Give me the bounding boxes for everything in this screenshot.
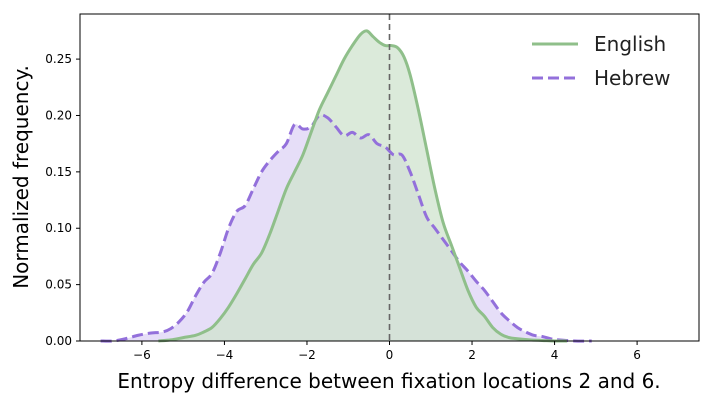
y-tick-label: 0.20	[45, 108, 72, 122]
x-tick-label: 2	[468, 348, 476, 362]
series-english-line	[158, 29, 567, 343]
x-tick-label: −6	[133, 348, 151, 362]
legend-label-hebrew: Hebrew	[594, 66, 670, 90]
y-tick-label: 0.05	[45, 278, 72, 292]
y-tick-label: 0.25	[45, 52, 72, 66]
x-tick-label: 6	[633, 348, 641, 362]
legend-label-english: English	[594, 32, 666, 56]
y-tick-label: 0.00	[45, 334, 72, 348]
x-tick-label: 0	[386, 348, 394, 362]
y-tick-label: 0.10	[45, 221, 72, 235]
y-tick-label: 0.15	[45, 165, 72, 179]
series-hebrew-line	[100, 113, 592, 343]
plot-area	[100, 14, 592, 343]
x-tick-label: −2	[298, 348, 316, 362]
series-english-area	[158, 30, 567, 342]
x-axis-label: Entropy difference between fixation loca…	[117, 369, 660, 393]
x-tick-label: 4	[551, 348, 559, 362]
legend: English Hebrew	[532, 32, 670, 90]
axis-ticks: −6 −4 −2 0 2 4 6 0.00 0.05 0.10 0.15 0.20 0.25	[45, 52, 641, 362]
y-axis-label: Normalized frequency.	[9, 65, 33, 289]
x-tick-label: −4	[216, 348, 234, 362]
